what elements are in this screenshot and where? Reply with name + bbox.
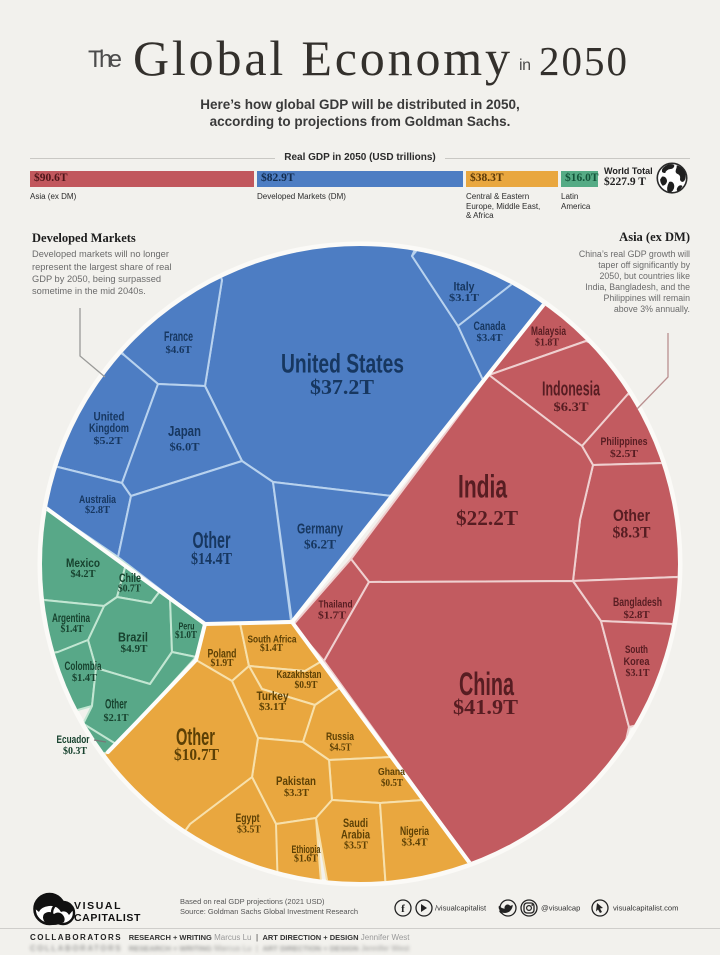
svg-text:Italy: Italy (454, 280, 475, 294)
svg-text:$0.7T: $0.7T (118, 584, 141, 595)
svg-text:$8.3T: $8.3T (613, 525, 651, 542)
svg-text:$1.4T: $1.4T (61, 624, 84, 635)
svg-text:Australia: Australia (79, 494, 117, 506)
svg-text:$37.2T: $37.2T (310, 375, 374, 399)
svg-text:$1.9T: $1.9T (211, 658, 234, 669)
svg-text:Philippines: Philippines (601, 436, 648, 448)
svg-text:$2.8T: $2.8T (624, 610, 650, 621)
svg-text:$1.7T: $1.7T (318, 611, 346, 622)
svg-text:South: South (625, 644, 648, 656)
svg-text:Chile: Chile (119, 573, 141, 585)
svg-text:Peru: Peru (179, 622, 195, 633)
svg-text:Pakistan: Pakistan (276, 776, 316, 788)
svg-text:$4.5T: $4.5T (330, 743, 352, 754)
svg-text:$4.6T: $4.6T (166, 344, 193, 356)
svg-text:$5.2T: $5.2T (94, 435, 124, 447)
svg-text:$2.8T: $2.8T (85, 505, 110, 516)
svg-text:$3.4T: $3.4T (402, 838, 428, 849)
svg-text:$22.2T: $22.2T (456, 506, 518, 530)
svg-text:visualcapitalist.com: visualcapitalist.com (613, 904, 678, 913)
svg-text:Nigeria: Nigeria (400, 826, 429, 838)
svg-text:$3.3T: $3.3T (284, 788, 309, 799)
svg-text:$14.4T: $14.4T (191, 549, 232, 568)
svg-text:Turkey: Turkey (257, 691, 290, 703)
svg-text:$0.3T: $0.3T (63, 746, 87, 757)
svg-text:Kazakhstan: Kazakhstan (277, 669, 322, 681)
svg-text:Global Economy: Global Economy (133, 30, 510, 86)
svg-text:Germany: Germany (297, 521, 343, 538)
svg-text:$6.0T: $6.0T (170, 440, 200, 454)
svg-text:in: in (519, 57, 531, 74)
svg-text:Russia: Russia (326, 731, 355, 743)
svg-text:Mexico: Mexico (66, 557, 100, 570)
svg-text:Ecuador: Ecuador (57, 734, 91, 746)
svg-text:$6.2T: $6.2T (304, 538, 337, 552)
svg-text:Ghana: Ghana (378, 767, 405, 778)
svg-text:$3.4T: $3.4T (477, 333, 503, 344)
svg-text:India: India (458, 469, 507, 505)
svg-text:@visualcap: @visualcap (541, 904, 580, 913)
svg-text:Indonesia: Indonesia (542, 379, 601, 401)
svg-text:The: The (88, 46, 122, 73)
svg-text:$1.4T: $1.4T (260, 643, 283, 654)
svg-text:Canada: Canada (474, 319, 506, 333)
svg-text:Bangladesh: Bangladesh (613, 597, 662, 609)
svg-text:$0.9T: $0.9T (295, 680, 318, 691)
svg-text:CAPITALIST: CAPITALIST (74, 912, 141, 924)
svg-text:$1.8T: $1.8T (535, 338, 559, 349)
svg-text:Other: Other (176, 724, 215, 751)
svg-text:South Africa: South Africa (248, 634, 297, 646)
svg-text:$3.5T: $3.5T (344, 841, 368, 852)
svg-text:$2.1T: $2.1T (104, 713, 129, 724)
svg-text:$4.9T: $4.9T (121, 643, 149, 655)
svg-text:$3.1T: $3.1T (449, 293, 479, 304)
svg-text:$3.1T: $3.1T (626, 668, 650, 679)
svg-text:Brazil: Brazil (118, 630, 148, 645)
svg-text:Saudi: Saudi (343, 818, 368, 830)
svg-text:$1.4T: $1.4T (72, 673, 97, 684)
svg-text:$6.3T: $6.3T (554, 399, 589, 414)
svg-text:Ethiopia: Ethiopia (292, 844, 322, 856)
svg-text:Korea: Korea (624, 656, 651, 668)
svg-text:Kingdom: Kingdom (89, 421, 129, 435)
svg-text:f: f (401, 903, 405, 915)
svg-text:Japan: Japan (168, 424, 201, 440)
svg-text:Arabia: Arabia (341, 830, 370, 842)
svg-text:$1.6T: $1.6T (294, 854, 318, 865)
svg-text:$1.0T: $1.0T (175, 630, 197, 641)
svg-text:VISUAL: VISUAL (74, 900, 122, 912)
svg-text:$4.2T: $4.2T (71, 569, 96, 580)
svg-text:Other: Other (193, 527, 231, 553)
svg-text:Other: Other (105, 697, 127, 712)
svg-text:Egypt: Egypt (236, 813, 260, 825)
svg-text:China: China (459, 666, 514, 702)
svg-text:United: United (94, 410, 125, 424)
svg-text:Argentina: Argentina (52, 613, 90, 625)
svg-text:Poland: Poland (208, 649, 237, 661)
svg-text:Colombia: Colombia (65, 661, 102, 673)
svg-text:$3.1T: $3.1T (259, 702, 286, 713)
svg-text:France: France (164, 328, 193, 344)
svg-text:United States: United States (281, 349, 404, 379)
svg-text:Other: Other (613, 506, 650, 525)
svg-text:$41.9T: $41.9T (453, 695, 518, 719)
svg-text:$0.5T: $0.5T (381, 778, 403, 789)
svg-text:Malaysia: Malaysia (531, 324, 566, 338)
svg-text:$3.5T: $3.5T (237, 825, 261, 836)
svg-text:/visualcapitalist: /visualcapitalist (435, 904, 487, 913)
svg-text:Thailand: Thailand (319, 600, 353, 611)
svg-text:$2.5T: $2.5T (610, 449, 638, 460)
svg-text:$10.7T: $10.7T (174, 745, 220, 764)
